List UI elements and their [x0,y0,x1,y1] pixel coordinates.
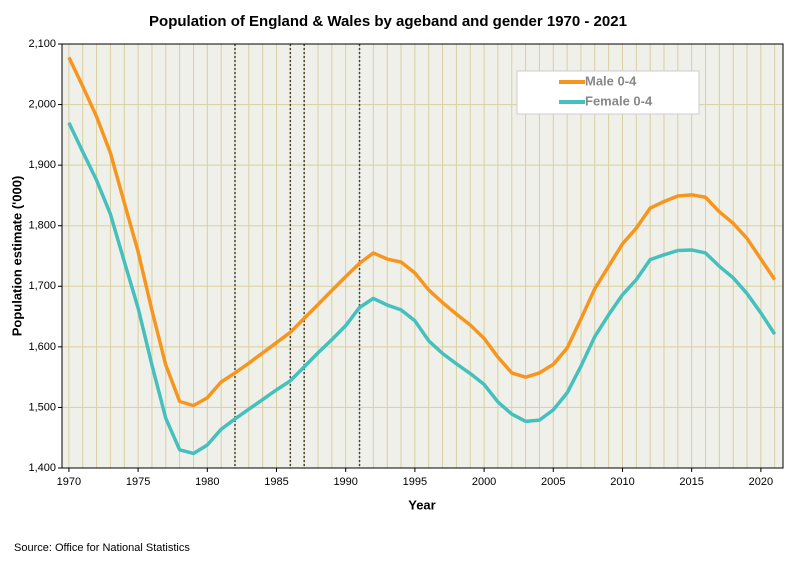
legend-label: Female 0-4 [585,93,653,108]
y-tick-label: 1,400 [28,462,56,474]
series-line [67,56,777,408]
x-tick-label: 1995 [403,476,427,488]
y-tick-label: 1,600 [28,341,56,353]
y-tick-label: 1,900 [28,159,56,171]
y-tick-label: 1,500 [28,401,56,413]
y-axis-title: Population estimate ('000) [9,176,24,337]
x-tick-label: 1980 [195,476,219,488]
x-tick-label: 1975 [126,476,150,488]
x-tick-label: 2015 [679,476,703,488]
x-tick-label: 2010 [610,476,634,488]
x-axis-title: Year [408,497,435,512]
chart-title: Population of England & Wales by ageband… [149,13,627,30]
y-tick-label: 1,800 [28,220,56,232]
x-tick-label: 2000 [472,476,496,488]
x-tick-label: 1970 [57,476,81,488]
y-tick-label: 1,700 [28,280,56,292]
source-note: Source: Office for National Statistics [14,542,190,554]
legend-label: Male 0-4 [585,73,637,88]
x-tick-label: 1985 [264,476,288,488]
y-tick-label: 2,000 [28,98,56,110]
x-tick-label: 2020 [749,476,773,488]
series-line [67,121,777,456]
x-tick-label: 1990 [333,476,357,488]
legend-box [516,70,700,115]
x-tick-label: 2005 [541,476,565,488]
plot-border [61,43,784,469]
y-tick-label: 2,100 [28,38,56,50]
